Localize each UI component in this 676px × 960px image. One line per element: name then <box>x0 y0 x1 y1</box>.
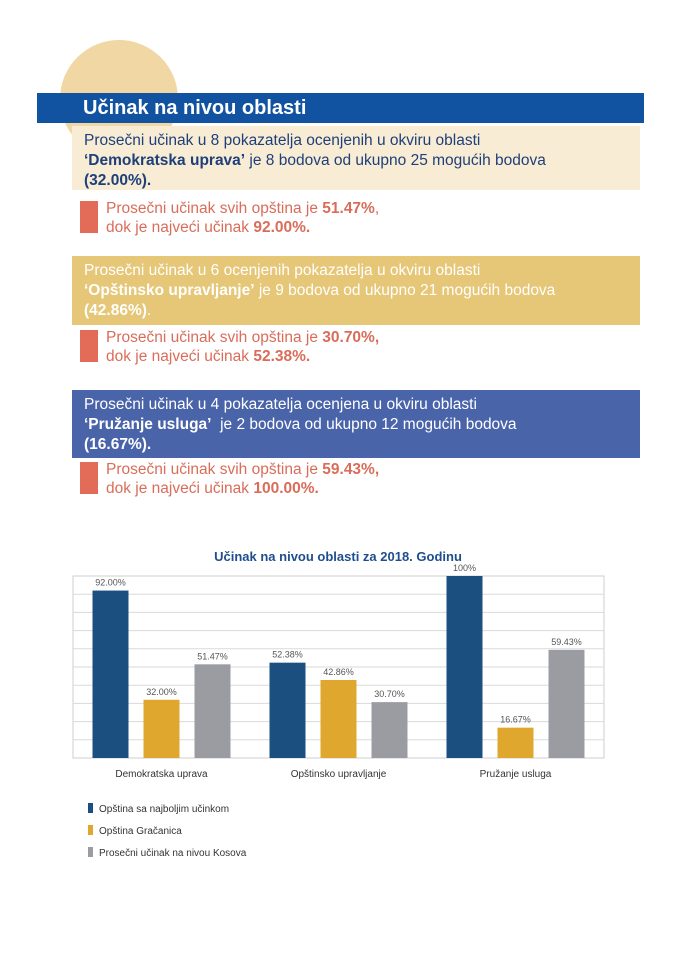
data-label: 59.43% <box>551 637 582 647</box>
summary-line-3: (42.86%). <box>84 301 630 321</box>
bar <box>269 662 306 758</box>
category-label: Opštinsko upravljanje <box>291 769 387 780</box>
bar <box>548 649 585 758</box>
bar <box>143 699 180 758</box>
avg-label: Prosečni učinak svih opština je <box>106 461 323 478</box>
summary-line-1: Prosečni učinak u 4 pokazatelja ocenjena… <box>84 396 477 413</box>
max-value: 92.00%. <box>253 219 311 236</box>
area-name: ‘Demokratska uprava’ <box>84 152 246 169</box>
area-stats-service-delivery: Prosečni učinak svih opština je 59.43%, … <box>80 460 379 498</box>
data-label: 51.47% <box>197 651 228 661</box>
bar <box>446 576 483 758</box>
bar <box>497 727 534 758</box>
bar <box>320 679 357 758</box>
summary-line-2: ‘Pružanje usluga’ je 2 bodova od ukupno … <box>84 415 630 435</box>
max-value: 100.00%. <box>253 480 319 497</box>
legend-label: Prosečni učinak na nivou Kosova <box>99 848 247 859</box>
avg-value: 59.43%, <box>322 461 380 478</box>
legend-item: Prosečni učinak na nivou Kosova <box>88 847 246 859</box>
legend-swatch <box>88 803 93 813</box>
category-label: Demokratska uprava <box>115 769 208 780</box>
area-summary-municipal-management: Prosečni učinak u 6 ocenjenih pokazatelj… <box>72 256 640 325</box>
bar <box>194 664 231 758</box>
area-name: ‘Opštinsko upravljanje’ <box>84 282 255 299</box>
max-line: dok je najveći učinak 92.00%. <box>106 218 379 237</box>
data-label: 42.86% <box>323 667 354 677</box>
max-label: dok je najveći učinak <box>106 480 254 497</box>
bar <box>371 702 408 758</box>
chart-title: Učinak na nivou oblasti za 2018. Godinu <box>214 549 462 564</box>
stats-marker <box>80 330 98 362</box>
summary-points: je 9 bodova od ukupno 21 mogućih bodova <box>254 282 556 299</box>
max-value: 52.38%. <box>253 348 311 365</box>
bar <box>92 590 129 758</box>
data-label: 92.00% <box>95 578 126 588</box>
max-line: dok je najveći učinak 52.38%. <box>106 347 379 366</box>
stats-marker <box>80 201 98 233</box>
summary-points: je 2 bodova od ukupno 12 mogućih bodova <box>211 416 517 433</box>
legend-item: Opština sa najboljim učinkom <box>88 803 229 815</box>
max-label: dok je najveći učinak <box>106 219 254 236</box>
area-stats-municipal-management: Prosečni učinak svih opština je 30.70%, … <box>80 328 379 366</box>
stats-marker <box>80 462 98 494</box>
page-title: Učinak na nivou oblasti <box>37 93 644 123</box>
area-stats-democratic-governance: Prosečni učinak svih opština je 51.47%, … <box>80 199 379 237</box>
area-percent: (16.67%). <box>84 436 152 453</box>
max-label: dok je najveći učinak <box>106 348 254 365</box>
data-label: 32.00% <box>146 687 177 697</box>
avg-value: 51.47% <box>322 200 375 217</box>
avg-suffix: , <box>374 200 380 217</box>
avg-label: Prosečni učinak svih opština je <box>106 200 323 217</box>
area-percent: (42.86%) <box>84 302 147 319</box>
summary-line-1: Prosečni učinak u 8 pokazatelja ocenjeni… <box>84 132 481 149</box>
area-summary-service-delivery: Prosečni učinak u 4 pokazatelja ocenjena… <box>72 390 640 458</box>
data-label: 52.38% <box>272 650 303 660</box>
summary-line-2: ‘Opštinsko upravljanje’ je 9 bodova od u… <box>84 281 630 301</box>
data-label: 16.67% <box>500 715 531 725</box>
area-name: ‘Pružanje usluga’ <box>84 416 212 433</box>
avg-line: Prosečni učinak svih opština je 59.43%, <box>106 460 379 479</box>
summary-points: je 8 bodova od ukupno 25 mogućih bodova <box>245 152 546 169</box>
data-label: 100% <box>453 563 476 573</box>
area-summary-democratic-governance: Prosečni učinak u 8 pokazatelja ocenjeni… <box>72 126 640 190</box>
data-label: 30.70% <box>374 689 405 699</box>
legend-item: Opština Gračanica <box>88 825 182 837</box>
area-percent: (32.00%). <box>84 172 152 189</box>
summary-line-3: (16.67%). <box>84 435 630 455</box>
summary-line-3: (32.00%). <box>84 171 630 191</box>
summary-line-1: Prosečni učinak u 6 ocenjenih pokazatelj… <box>84 262 481 279</box>
avg-value: 30.70%, <box>322 329 380 346</box>
avg-line: Prosečni učinak svih opština je 30.70%, <box>106 328 379 347</box>
percent-tail: . <box>146 302 152 319</box>
summary-line-2: ‘Demokratska uprava’ je 8 bodova od ukup… <box>84 151 630 171</box>
legend-swatch <box>88 825 93 835</box>
legend-label: Opština sa najboljim učinkom <box>99 804 230 815</box>
avg-label: Prosečni učinak svih opština je <box>106 329 323 346</box>
avg-line: Prosečni učinak svih opština je 51.47%, <box>106 199 379 218</box>
legend-label: Opština Gračanica <box>99 826 182 837</box>
max-line: dok je najveći učinak 100.00%. <box>106 479 379 498</box>
category-label: Pružanje usluga <box>480 769 552 780</box>
legend-swatch <box>88 847 93 857</box>
